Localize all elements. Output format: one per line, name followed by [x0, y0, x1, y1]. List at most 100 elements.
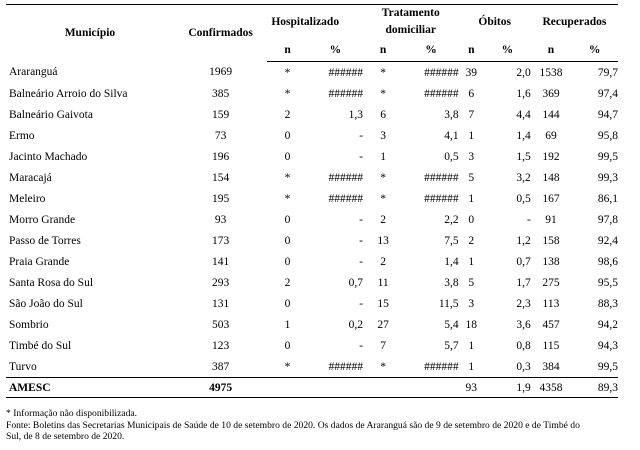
cell-obitos-n: 1 — [468, 360, 475, 373]
cell-confirmados: 73 — [214, 129, 227, 142]
cell-rec-n: 113 — [542, 297, 560, 310]
table-row: São João do Sul 131 0 - 15 11,5 3 2,3 113 88,3 — [6, 293, 618, 314]
cell-rec-pct: 99,3 — [597, 171, 618, 184]
cell-trat-pct: 4,1 — [444, 129, 459, 142]
header-tratamento-line1: Tratamento — [381, 7, 440, 19]
cell-obitos-pct: 1,4 — [516, 129, 531, 142]
cell-hosp-n: * — [284, 360, 291, 373]
cell-rec-pct: 95,5 — [597, 276, 618, 289]
total-municipio: AMESC — [6, 377, 174, 398]
cell-municipio: Maracajá — [9, 171, 52, 184]
cell-municipio: Passo de Torres — [9, 234, 81, 247]
cell-hosp-pct: - — [359, 213, 363, 226]
cell-trat-n: 1 — [380, 150, 386, 163]
subheader-rec-n: n — [530, 39, 572, 62]
cell-obitos-n: 3 — [468, 297, 475, 310]
cell-rec-pct: 98,6 — [597, 255, 618, 268]
cell-obitos-pct: - — [526, 213, 531, 226]
cell-confirmados: 123 — [211, 339, 230, 352]
note-fonte-line1: Fonte: Boletins das Secretarias Municipa… — [6, 419, 580, 431]
cell-obitos-n: 3 — [468, 150, 475, 163]
note-asterisk: * Informação não disponibilizada. — [6, 408, 138, 419]
cell-trat-pct: 3,8 — [444, 276, 459, 289]
cell-rec-n: 275 — [542, 276, 560, 289]
cell-trat-n: 27 — [377, 318, 389, 331]
cell-rec-n: 158 — [542, 234, 560, 247]
cell-hosp-n: * — [284, 87, 291, 100]
header-tratamento-line2: domiciliar — [385, 24, 436, 36]
cell-rec-pct: 94,7 — [597, 108, 618, 121]
cell-municipio: Morro Grande — [9, 213, 76, 226]
cell-confirmados: 195 — [211, 192, 230, 205]
cell-hosp-pct: ###### — [328, 171, 363, 184]
cell-hosp-n: * — [284, 66, 291, 79]
total-rec-n: 4358 — [530, 377, 572, 398]
cell-rec-pct: 86,1 — [597, 192, 618, 205]
header-recuperados: Recuperados — [530, 4, 618, 39]
table-row: Passo de Torres 173 0 - 13 7,5 2 1,2 158 92,4 — [6, 230, 618, 251]
cell-trat-pct: 3,8 — [444, 108, 459, 121]
cell-hosp-n: 1 — [284, 318, 291, 331]
total-empty-cell — [403, 377, 459, 398]
cell-municipio: Balneário Arroio do Silva — [9, 87, 128, 100]
cell-trat-n: 2 — [380, 255, 386, 268]
table-row: Sombrio 503 1 0,2 27 5,4 18 3,6 457 94,2 — [6, 314, 618, 335]
cell-municipio: Araranguá — [9, 66, 58, 79]
cell-trat-n: * — [380, 66, 386, 79]
cell-rec-n: 457 — [542, 318, 560, 331]
cell-obitos-n: 1 — [468, 339, 475, 352]
total-row: AMESC 4975 93 1,9 4358 89,3 — [6, 377, 618, 398]
cell-obitos-pct: 4,4 — [516, 108, 531, 121]
cell-hosp-pct: 0,2 — [348, 318, 363, 331]
table-row: Balneário Arroio do Silva 385 * ###### * ####… — [6, 83, 618, 104]
cell-confirmados: 159 — [211, 108, 230, 121]
table-notes: * Informação não disponibilizada. Fonte:… — [6, 408, 618, 443]
cell-confirmados: 387 — [211, 360, 230, 373]
cell-trat-pct: 0,5 — [444, 150, 459, 163]
table-footer: AMESC 4975 93 1,9 4358 89,3 — [6, 377, 618, 398]
cell-confirmados: 385 — [211, 87, 230, 100]
cell-obitos-pct: 1,2 — [516, 234, 531, 247]
total-empty-cell — [362, 377, 404, 398]
cell-rec-pct: 99,5 — [597, 150, 618, 163]
cell-obitos-n: 18 — [465, 318, 478, 331]
cell-trat-n: 2 — [380, 213, 386, 226]
cell-trat-pct: ###### — [424, 192, 459, 205]
cell-confirmados: 154 — [211, 171, 230, 184]
cell-trat-n: 6 — [380, 108, 386, 121]
cell-obitos-pct: 1,5 — [516, 150, 531, 163]
cell-obitos-pct: 3,2 — [516, 171, 531, 184]
cell-hosp-pct: - — [359, 129, 363, 142]
cell-rec-pct: 88,3 — [597, 297, 618, 310]
cell-trat-n: * — [380, 171, 386, 184]
table-row: Morro Grande 93 0 - 2 2,2 0 - 91 97,8 — [6, 209, 618, 230]
cell-confirmados: 131 — [211, 297, 230, 310]
cell-trat-n: * — [380, 87, 386, 100]
subheader-trat-n: n — [362, 39, 404, 62]
cell-obitos-n: 7 — [468, 108, 475, 121]
cell-hosp-n: * — [284, 171, 291, 184]
cell-trat-n: * — [380, 192, 386, 205]
cell-obitos-pct: 3,6 — [516, 318, 531, 331]
subheader-obitos-pct: % — [484, 39, 531, 62]
cell-obitos-pct: 0,5 — [516, 192, 531, 205]
table-row: Maracajá 154 * ###### * ###### 5 3,2 148 99,3 — [6, 167, 618, 188]
cell-hosp-pct: - — [359, 339, 363, 352]
cell-rec-n: 138 — [542, 255, 560, 268]
table-body: Araranguá 1969 * ###### * ###### 39 2,0 1538 79,7… — [6, 62, 618, 378]
cell-hosp-n: 0 — [284, 297, 291, 310]
table-row: Meleiro 195 * ###### * ###### 1 0,5 167 86,1 — [6, 188, 618, 209]
cell-rec-pct: 97,8 — [597, 213, 618, 226]
cell-municipio: Praia Grande — [9, 255, 70, 268]
cell-hosp-pct: 0,7 — [348, 276, 363, 289]
subheader-rec-pct: % — [571, 39, 618, 62]
cell-trat-pct: 2,2 — [444, 213, 459, 226]
cell-trat-pct: ###### — [424, 360, 459, 373]
cell-municipio: São João do Sul — [9, 297, 83, 310]
cell-hosp-n: 0 — [284, 129, 291, 142]
cell-hosp-n: 0 — [284, 339, 291, 352]
cell-hosp-n: 0 — [284, 213, 291, 226]
cell-hosp-n: 0 — [284, 255, 291, 268]
cell-obitos-pct: 0,3 — [516, 360, 531, 373]
cell-rec-n: 115 — [542, 339, 560, 352]
